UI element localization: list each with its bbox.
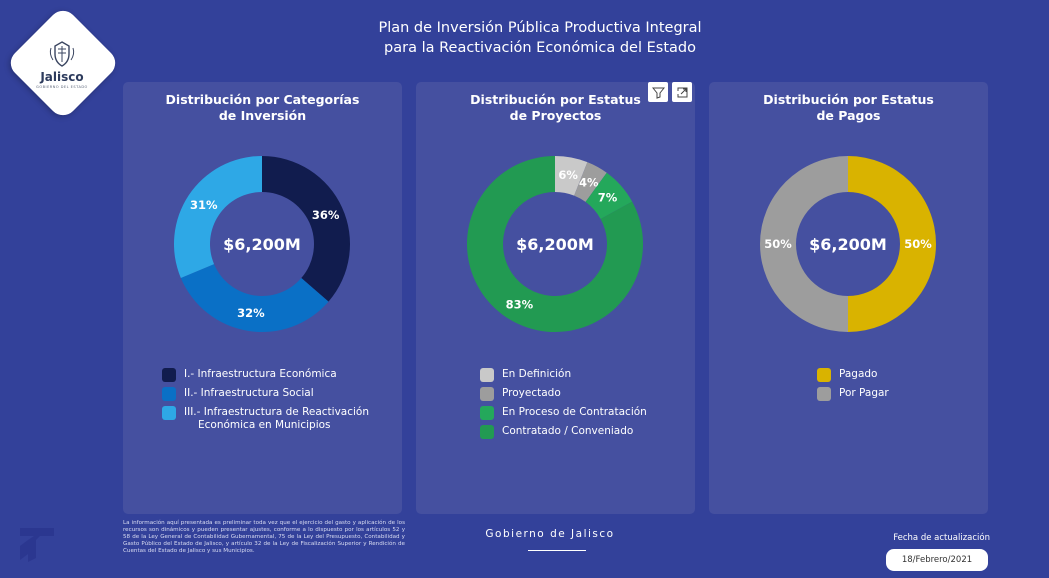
- slice-label: 6%: [558, 168, 578, 182]
- panel-title-line2: de Pagos: [816, 108, 881, 123]
- legend-swatch: [480, 368, 494, 382]
- government-name: Gobierno de Jalisco: [485, 528, 615, 540]
- slice-label: 50%: [904, 237, 932, 251]
- legend-label: I.- Infraestructura Económica: [184, 368, 337, 380]
- panel-title: Distribución por Estatus de Proyectos: [416, 92, 695, 124]
- disclaimer-text: La información aquí presentada es prelim…: [123, 520, 405, 554]
- brand-mark-icon: [20, 528, 54, 562]
- legend-item[interactable]: Pagado: [817, 368, 889, 382]
- panel-estatus-proyectos[interactable]: Distribución por Estatus de Proyectos 6%…: [416, 82, 695, 514]
- legend: En Definición Proyectado En Proceso de C…: [480, 368, 647, 444]
- legend-swatch: [817, 387, 831, 401]
- legend-label: En Definición: [502, 368, 572, 380]
- legend-swatch: [162, 368, 176, 382]
- donut-slice[interactable]: [555, 156, 588, 196]
- slice-label: 83%: [506, 297, 534, 311]
- coat-of-arms-icon: [49, 40, 75, 67]
- slice-label: 4%: [579, 176, 599, 190]
- legend-label: Pagado: [839, 368, 878, 380]
- legend-label: En Proceso de Contratación: [502, 406, 647, 418]
- legend: Pagado Por Pagar: [817, 368, 889, 406]
- page-title-line1: Plan de Inversión Pública Productiva Int…: [378, 20, 702, 36]
- legend-item[interactable]: Por Pagar: [817, 387, 889, 401]
- slice-label: 31%: [190, 198, 218, 212]
- legend-label: III.- Infraestructura de Reactivación Ec…: [184, 406, 369, 432]
- legend-item[interactable]: Contratado / Conveniado: [480, 425, 647, 439]
- donut-center-value: $6,200M: [223, 235, 301, 254]
- donut-slice[interactable]: [585, 172, 633, 219]
- legend-label-line2: Económica en Municipios: [198, 419, 331, 431]
- legend: I.- Infraestructura Económica II.- Infra…: [162, 368, 369, 437]
- panel-title-line2: de Proyectos: [509, 108, 602, 123]
- donut-slice[interactable]: [174, 156, 262, 278]
- legend-item[interactable]: II.- Infraestructura Social: [162, 387, 369, 401]
- legend-label: II.- Infraestructura Social: [184, 387, 314, 399]
- update-label: Fecha de actualización: [893, 533, 990, 543]
- legend-item[interactable]: III.- Infraestructura de Reactivación Ec…: [162, 406, 369, 432]
- donut-center-value: $6,200M: [809, 235, 887, 254]
- focus-mode-button[interactable]: [672, 82, 692, 102]
- panel-title-line1: Distribución por Estatus: [763, 92, 934, 107]
- legend-swatch: [480, 406, 494, 420]
- donut-slice[interactable]: [760, 156, 848, 332]
- divider: [528, 550, 586, 551]
- legend-item[interactable]: Proyectado: [480, 387, 647, 401]
- legend-swatch: [162, 406, 176, 420]
- panel-estatus-pagos[interactable]: Distribución por Estatus de Pagos 50% 50%…: [709, 82, 988, 514]
- visual-header-tools: [648, 82, 692, 102]
- donut-slice[interactable]: [848, 156, 936, 332]
- donut-slice[interactable]: [180, 264, 329, 332]
- legend-label: Contratado / Conveniado: [502, 425, 634, 437]
- slice-label: 7%: [598, 191, 618, 205]
- legend-swatch: [480, 425, 494, 439]
- legend-label: Proyectado: [502, 387, 561, 399]
- logo-wordmark: Jalisco: [40, 69, 84, 84]
- update-date: 18/Febrero/2021: [886, 549, 988, 571]
- legend-label-line1: III.- Infraestructura de Reactivación: [184, 406, 370, 418]
- slice-label: 36%: [312, 208, 340, 222]
- slice-label: 32%: [237, 306, 265, 320]
- page-title-line2: para la Reactivación Económica del Estad…: [384, 40, 696, 56]
- panel-categorias[interactable]: Distribución por Categorías de Inversión…: [123, 82, 402, 514]
- legend-swatch: [480, 387, 494, 401]
- donut-slice[interactable]: [262, 156, 350, 302]
- legend-item[interactable]: En Definición: [480, 368, 647, 382]
- logo-subtext: GOBIERNO DEL ESTADO: [36, 84, 88, 89]
- donut-chart-categorias[interactable]: 36% 32% 31% $6,200M: [123, 82, 402, 382]
- panel-title-line1: Distribución por Categorías: [165, 92, 360, 107]
- legend-item[interactable]: En Proceso de Contratación: [480, 406, 647, 420]
- panel-title: Distribución por Categorías de Inversión: [123, 92, 402, 124]
- legend-swatch: [162, 387, 176, 401]
- panel-title-line1: Distribución por Estatus: [470, 92, 641, 107]
- slice-label: 50%: [764, 237, 792, 251]
- legend-label: Por Pagar: [839, 387, 889, 399]
- donut-chart-pagos[interactable]: 50% 50% $6,200M: [709, 82, 988, 382]
- legend-swatch: [817, 368, 831, 382]
- filter-icon: [651, 87, 665, 99]
- focus-mode-icon: [677, 87, 687, 97]
- panel-title-line2: de Inversión: [218, 108, 307, 123]
- filter-button[interactable]: [648, 82, 668, 102]
- panel-title: Distribución por Estatus de Pagos: [709, 92, 988, 124]
- donut-slice[interactable]: [467, 156, 643, 332]
- donut-chart-proyectos[interactable]: 6%4%7% 83% $6,200M: [416, 82, 695, 382]
- donut-center-value: $6,200M: [516, 235, 594, 254]
- jalisco-logo-content: Jalisco GOBIERNO DEL ESTADO: [14, 24, 110, 104]
- page-title: Plan de Inversión Pública Productiva Int…: [260, 18, 820, 58]
- donut-slice[interactable]: [574, 162, 607, 202]
- legend-item[interactable]: I.- Infraestructura Económica: [162, 368, 369, 382]
